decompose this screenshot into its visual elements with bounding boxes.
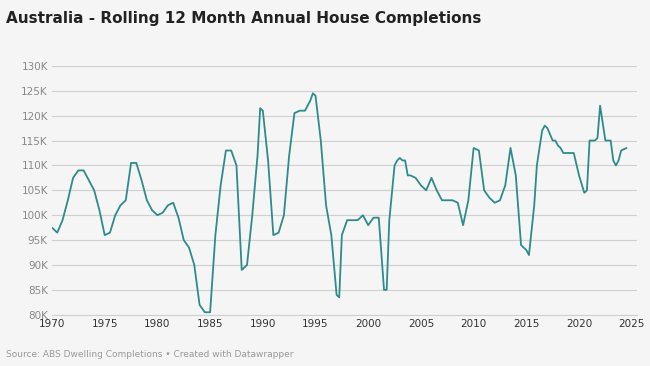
Text: Source: ABS Dwelling Completions • Created with Datawrapper: Source: ABS Dwelling Completions • Creat…: [6, 350, 294, 359]
Text: Australia - Rolling 12 Month Annual House Completions: Australia - Rolling 12 Month Annual Hous…: [6, 11, 482, 26]
